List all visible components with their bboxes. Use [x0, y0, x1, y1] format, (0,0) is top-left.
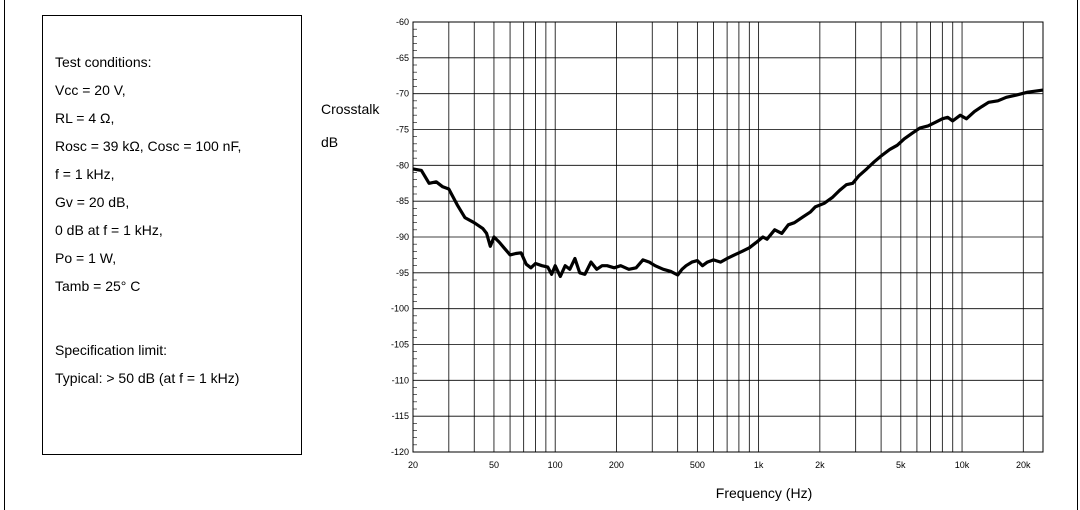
condition-line: Gv = 20 dB, [55, 194, 130, 210]
condition-line: 0 dB at f = 1 kHz, [55, 222, 163, 238]
condition-line: f = 1 kHz, [55, 166, 115, 182]
y-tick-label: -75 [396, 125, 409, 135]
y-tick-label: -85 [396, 196, 409, 206]
x-tick-label: 10k [955, 460, 970, 470]
x-tick-label: 100 [548, 460, 563, 470]
spec-limit-value: Typical: > 50 dB (at f = 1 kHz) [55, 370, 240, 386]
condition-line: RL = 4 Ω, [55, 110, 115, 126]
y-tick-label: -95 [396, 268, 409, 278]
y-tick-label: -90 [396, 232, 409, 242]
x-tick-label: 500 [690, 460, 705, 470]
condition-line: Test conditions: [55, 54, 152, 70]
figure-frame [4, 0, 1078, 510]
y-tick-label: -120 [391, 447, 409, 457]
x-tick-label: 1k [754, 460, 764, 470]
y-tick-label: -70 [396, 89, 409, 99]
y-tick-label: -100 [391, 304, 409, 314]
x-axis-label: Frequency (Hz) [716, 485, 812, 501]
y-axis-label-crosstalk: Crosstalk [321, 101, 380, 117]
y-tick-label: -110 [392, 375, 409, 385]
x-tick-label: 2k [815, 460, 825, 470]
condition-line: Vcc = 20 V, [55, 82, 126, 98]
x-tick-label: 20k [1016, 460, 1031, 470]
condition-line: Po = 1 W, [55, 250, 117, 266]
y-tick-label: -115 [392, 411, 409, 421]
condition-line: Rosc = 39 kΩ, Cosc = 100 nF, [55, 138, 242, 154]
y-tick-label: -65 [396, 53, 409, 63]
y-tick-label: -60 [396, 17, 409, 27]
y-tick-label: -105 [391, 340, 409, 350]
spec-limit-heading: Specification limit: [55, 342, 168, 358]
x-tick-label: 20 [408, 460, 418, 470]
condition-line: Tamb = 25° C [55, 278, 141, 294]
x-tick-label: 5k [896, 460, 906, 470]
y-axis-label-unit: dB [321, 134, 339, 150]
y-tick-label: -80 [396, 160, 409, 170]
crosstalk-series-line [412, 88, 1044, 278]
x-tick-label: 50 [489, 460, 499, 470]
test-conditions-box: Test conditions: Vcc = 20 V, RL = 4 Ω, R… [42, 15, 302, 455]
x-tick-label: 200 [609, 460, 624, 470]
